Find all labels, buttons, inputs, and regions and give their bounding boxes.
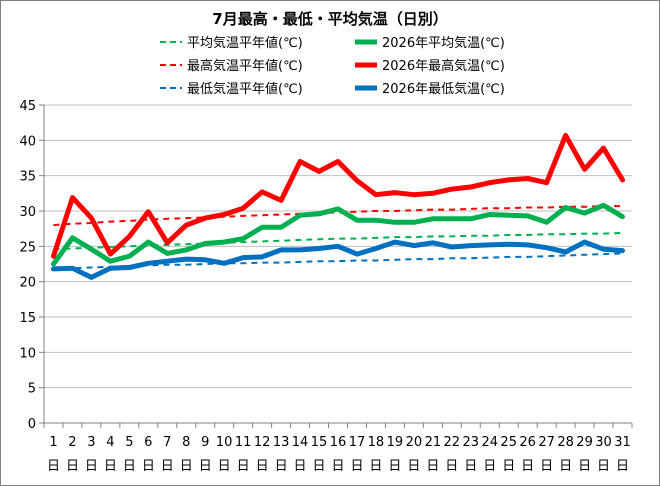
x-tick-label: 12 [254,435,271,450]
y-tick-label: 40 [19,134,36,149]
x-tick-label-day: 日 [161,459,174,474]
x-tick-label-day: 日 [616,459,629,474]
x-axis-ticks: 1日2日3日4日5日6日7日8日9日10日11日12日13日14日15日16日1… [43,423,633,474]
x-tick-label: 18 [368,435,385,450]
x-tick-label-day: 日 [464,459,477,474]
y-tick-label: 30 [19,205,36,220]
x-tick-label-day: 日 [199,459,212,474]
x-tick-label: 10 [216,435,233,450]
x-tick-label-day: 日 [104,459,117,474]
x-tick-label-day: 日 [256,459,269,474]
x-tick-label-day: 日 [331,459,344,474]
y-axis-ticks: 0 5 10 15 20 25 30 35 40 45 [19,99,44,432]
legend-label: 2026年最低気温(℃) [382,81,505,97]
x-tick-label-day: 日 [578,459,591,474]
x-tick-label: 3 [87,435,95,450]
legend-label: 2026年最高気温(℃) [382,58,505,74]
x-tick-label: 8 [182,435,190,450]
y-tick-label: 35 [19,170,36,185]
legend-label: 最高気温平年値(℃) [187,58,303,74]
series-line-1 [53,231,623,251]
x-tick-label-day: 日 [350,459,363,474]
x-tick-label-day: 日 [313,459,326,474]
x-tick-label: 11 [235,435,252,450]
x-tick-label-day: 日 [388,459,401,474]
x-tick-label-day: 日 [275,459,288,474]
x-tick-label-day: 日 [369,459,382,474]
x-tick-label: 24 [481,435,498,450]
x-tick-label: 7 [163,435,171,450]
x-tick-label: 27 [538,435,555,450]
x-tick-label: 22 [444,435,461,450]
x-tick-label-day: 日 [407,459,420,474]
x-tick-label: 1 [49,435,57,450]
legend-label: 2026年平均気温(℃) [382,35,505,51]
y-tick-label: 10 [19,346,36,361]
x-tick-label: 31 [614,435,631,450]
x-tick-label: 25 [500,435,517,450]
x-tick-label: 30 [595,435,612,450]
y-tick-label: 0 [28,417,36,432]
y-tick-label: 45 [19,99,36,114]
x-tick-label: 2 [68,435,76,450]
x-tick-label-day: 日 [426,459,439,474]
x-tick-label: 20 [406,435,423,450]
series-line-3 [53,205,623,227]
y-tick-label: 25 [19,240,36,255]
x-tick-label: 17 [349,435,366,450]
x-tick-label: 9 [201,435,209,450]
x-tick-label: 23 [463,435,480,450]
x-tick-label-day: 日 [123,459,136,474]
x-tick-label-day: 日 [66,459,79,474]
x-tick-label: 16 [330,435,347,450]
x-tick-label-day: 日 [85,459,98,474]
x-tick-label: 19 [387,435,404,450]
x-tick-label: 21 [425,435,442,450]
x-tick-label-day: 日 [294,459,307,474]
y-tick-label: 20 [19,276,36,291]
x-tick-label-day: 日 [237,459,250,474]
y-tick-label: 15 [19,311,36,326]
x-tick-label: 26 [519,435,536,450]
axes [43,105,632,424]
x-tick-label-day: 日 [47,459,60,474]
legend-label: 平均気温平年値(℃) [187,35,303,51]
series-lines [51,132,625,280]
x-tick-label-day: 日 [597,459,610,474]
legend-label: 最低気温平年値(℃) [187,81,303,97]
x-tick-label: 15 [311,435,328,450]
x-tick-label: 4 [106,435,114,450]
x-tick-label: 5 [125,435,133,450]
x-tick-label-day: 日 [540,459,553,474]
series-line-4 [51,132,625,259]
x-tick-label: 14 [292,435,309,450]
series-line-5 [53,252,623,270]
series-line-2 [51,202,625,267]
x-tick-label-day: 日 [502,459,515,474]
x-tick-label-day: 日 [559,459,572,474]
x-tick-label-day: 日 [483,459,496,474]
x-tick-label: 29 [576,435,593,450]
series-line-6 [51,239,625,280]
x-tick-label: 28 [557,435,574,450]
y-tick-label: 5 [28,382,36,397]
chart-title: 7月最高・最低・平均気温（日別） [212,10,447,28]
x-tick-label-day: 日 [180,459,193,474]
x-tick-label: 6 [144,435,152,450]
x-tick-label: 13 [273,435,290,450]
legend: 平均気温平年値(℃) 2026年平均気温(℃) 最高気温平年値(℃) 2026年最高気… [160,35,505,97]
x-tick-label-day: 日 [142,459,155,474]
x-tick-label-day: 日 [445,459,458,474]
x-tick-label-day: 日 [521,459,534,474]
x-tick-label-day: 日 [218,459,231,474]
